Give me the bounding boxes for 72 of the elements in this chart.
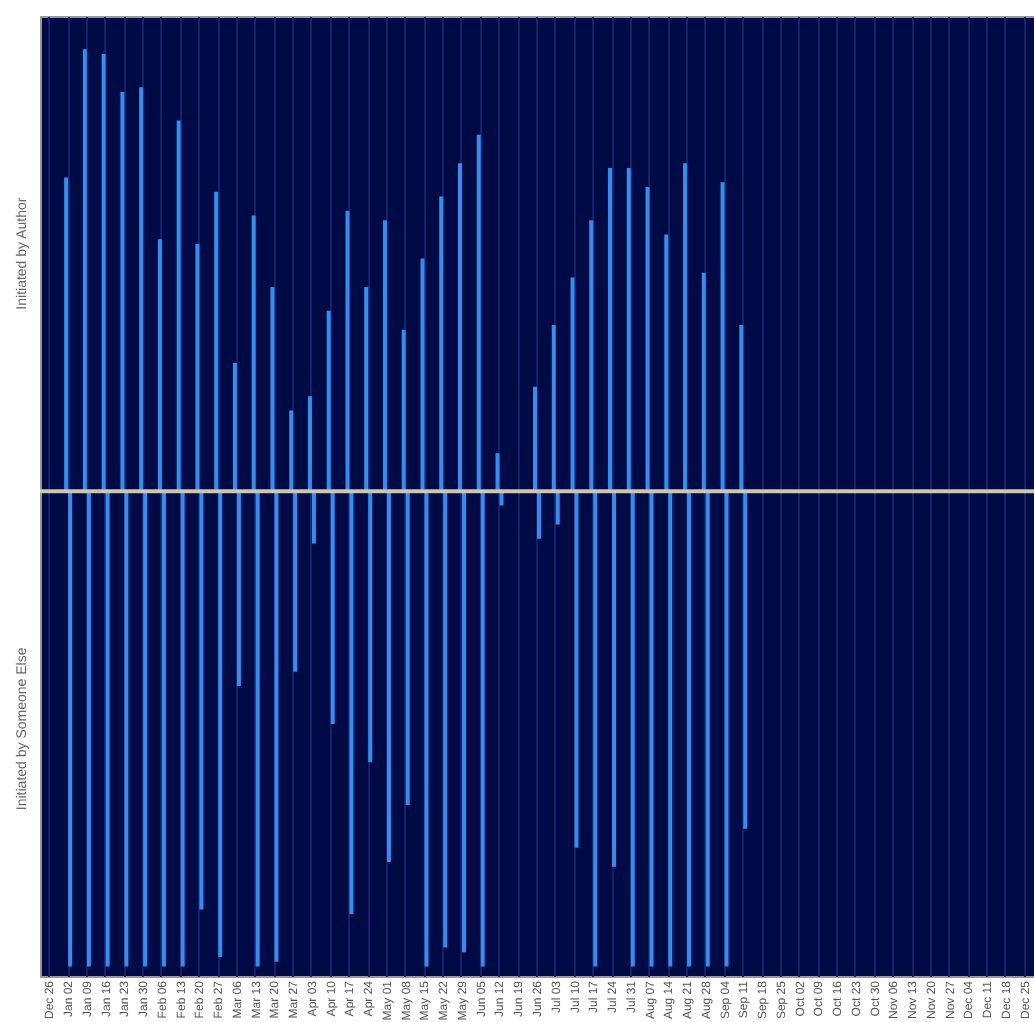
bar xyxy=(270,286,275,492)
bar xyxy=(499,491,504,506)
bar xyxy=(255,491,260,967)
bar xyxy=(405,491,410,805)
bar xyxy=(157,239,162,492)
bar xyxy=(232,362,237,492)
bar xyxy=(705,491,710,967)
bar xyxy=(537,491,541,539)
bar xyxy=(124,491,129,967)
bar xyxy=(86,491,91,967)
bar xyxy=(293,491,298,672)
bar xyxy=(82,49,87,492)
bar xyxy=(251,215,256,492)
bar xyxy=(161,491,166,967)
bar xyxy=(645,187,650,492)
bar xyxy=(176,120,181,492)
bar xyxy=(570,277,575,492)
bar xyxy=(218,491,223,957)
bar xyxy=(461,491,466,953)
bar xyxy=(382,220,387,492)
bar xyxy=(326,310,331,492)
bar xyxy=(720,182,725,492)
bar xyxy=(649,491,654,967)
bar xyxy=(180,491,185,967)
bar xyxy=(68,491,73,967)
bar xyxy=(683,163,688,492)
bar xyxy=(139,87,144,492)
bar xyxy=(364,286,369,492)
bar xyxy=(311,491,316,544)
bar xyxy=(687,491,692,967)
bar xyxy=(626,168,631,492)
bar xyxy=(739,324,744,492)
bar xyxy=(345,210,350,492)
bar xyxy=(439,196,444,492)
bar xyxy=(574,491,579,848)
bar xyxy=(368,491,373,763)
bar xyxy=(120,92,125,492)
bar xyxy=(480,491,485,967)
bar xyxy=(199,491,204,910)
bar xyxy=(289,410,294,492)
bar xyxy=(307,396,312,492)
bar xyxy=(630,491,635,967)
bar xyxy=(668,491,673,967)
bar xyxy=(274,491,279,962)
bar xyxy=(386,491,391,862)
bar xyxy=(608,168,613,492)
bar xyxy=(533,386,537,492)
bar xyxy=(612,491,617,867)
bar xyxy=(101,54,106,492)
bar xyxy=(143,491,148,967)
bar xyxy=(701,272,706,492)
bar xyxy=(236,491,241,687)
bar xyxy=(664,234,669,492)
bar xyxy=(195,244,200,492)
bar xyxy=(424,491,429,967)
bar xyxy=(401,329,406,492)
bar xyxy=(105,491,110,967)
bar xyxy=(551,324,556,492)
bar xyxy=(476,134,481,492)
bar xyxy=(420,258,425,492)
bar xyxy=(330,491,335,725)
bar xyxy=(457,163,462,492)
bar xyxy=(555,491,560,525)
bar xyxy=(443,491,448,948)
bar xyxy=(589,220,594,492)
bar xyxy=(214,191,219,492)
bar xyxy=(64,177,69,492)
bar xyxy=(349,491,354,915)
bar xyxy=(724,491,729,967)
bar xyxy=(593,491,598,967)
bar xyxy=(743,491,748,829)
bar xyxy=(495,453,500,492)
